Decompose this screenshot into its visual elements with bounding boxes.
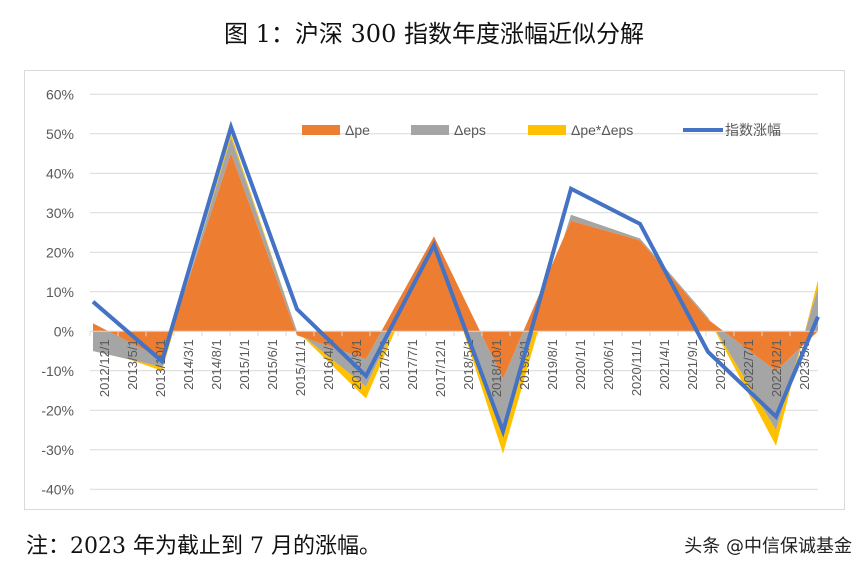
y-tick-label: -20% (41, 402, 74, 418)
y-tick-label: 30% (46, 205, 74, 221)
x-tick-label: 2019/3/1 (517, 339, 532, 390)
x-tick-label: 2020/11/1 (629, 339, 644, 396)
y-tick-label: -10% (41, 363, 74, 379)
stacked-areas (93, 133, 818, 454)
legend-label: 指数涨幅 (725, 122, 781, 138)
legend-swatch-2 (528, 125, 566, 135)
legend-label: Δeps (454, 122, 486, 138)
x-tick-label: 2021/4/1 (657, 339, 672, 390)
x-tick-label: 2016/4/1 (321, 339, 336, 390)
x-tick-label: 2022/12/1 (769, 339, 784, 397)
index-return-line (91, 120, 820, 438)
x-tick-label: 2014/8/1 (209, 339, 224, 390)
y-tick-label: 40% (46, 165, 74, 181)
x-tick-label: 2013/5/1 (125, 339, 140, 390)
legend-swatch-0 (302, 125, 340, 135)
x-tick-label: 2020/6/1 (601, 339, 616, 390)
legend-label: Δpe (345, 122, 370, 138)
y-tick-label: 10% (46, 284, 74, 300)
x-tick-label: 2014/3/1 (181, 339, 196, 390)
area-pe (93, 153, 818, 379)
y-tick-label: 60% (46, 86, 74, 102)
x-tick-label: 2023/5/1 (797, 339, 812, 390)
legend: Δpe Δeps Δpe*Δeps 指数涨幅 (302, 122, 781, 138)
chart-title: 图 1：沪深 300 指数年度涨幅近似分解 (224, 20, 644, 48)
x-tick-label: 2019/8/1 (545, 339, 560, 390)
x-tick-label: 2022/7/1 (741, 339, 756, 390)
x-tick-label: 2015/6/1 (265, 339, 280, 390)
x-tick-label: 2021/9/1 (685, 339, 700, 390)
y-tick-label: 0% (54, 323, 74, 339)
x-axis: 2012/12/1 2013/5/1 2013/10/1 2014/3/1 2014/8… (89, 330, 818, 397)
y-axis-labels: 60% 50% 40% 30% 20% 10% 0% -10% -20% -30% -40% (41, 86, 74, 497)
legend-swatch-1 (411, 125, 449, 135)
footnote: 注：2023 年为截止到 7 月的涨幅。 (26, 534, 381, 559)
x-tick-label: 2020/1/1 (573, 339, 588, 390)
y-tick-label: 50% (46, 126, 74, 142)
index-line (91, 120, 820, 438)
y-tick-label: -30% (41, 442, 74, 458)
watermark: 头条 @中信保诚基金 (684, 536, 852, 557)
x-tick-label: 2015/11/1 (293, 339, 308, 396)
x-tick-label: 2017/12/1 (433, 339, 448, 397)
y-tick-label: -40% (41, 481, 74, 497)
x-tick-label: 2012/12/1 (97, 339, 112, 397)
x-tick-label: 2018/10/1 (489, 339, 504, 397)
x-tick-label: 2015/1/1 (237, 339, 252, 390)
x-tick-label: 2017/2/1 (377, 339, 392, 390)
x-tick-label: 2017/7/1 (405, 339, 420, 390)
legend-label: Δpe*Δeps (571, 122, 633, 138)
y-tick-label: 20% (46, 244, 74, 260)
